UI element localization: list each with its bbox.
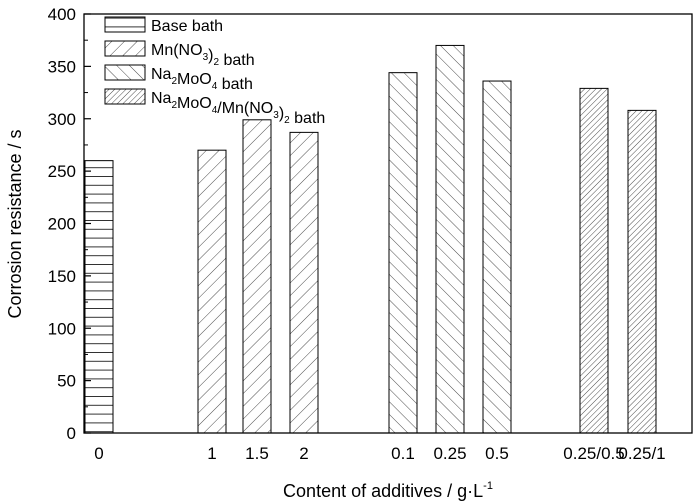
y-tick-label: 300 [48, 110, 76, 129]
legend-entry: Base bath [151, 18, 223, 35]
x-axis-label: Content of additives / g·L-1 [283, 480, 493, 501]
legend-swatch [104, 16, 146, 33]
bar-0.5 [482, 80, 512, 434]
x-tick-label: 0.25/1 [618, 444, 665, 463]
y-tick-label: 250 [48, 162, 76, 181]
x-tick-label: 0.25/0.5 [563, 444, 624, 463]
bar-0.25 [435, 44, 465, 434]
legend-entry: Na2MoO4 bath [151, 66, 253, 93]
x-tick-label: 2 [299, 444, 308, 463]
y-tick-label: 350 [48, 57, 76, 76]
bar-0 [84, 160, 114, 434]
x-tick-label: 1 [207, 444, 216, 463]
bar-1 [197, 149, 227, 434]
legend-swatch [104, 40, 146, 57]
legend-swatch [104, 64, 146, 81]
x-tick-label: 0 [94, 444, 103, 463]
legend-swatch [104, 88, 146, 105]
y-tick-label: 200 [48, 215, 76, 234]
x-tick-label: 0.5 [485, 444, 509, 463]
bar-0.1 [388, 72, 418, 434]
y-tick-label: 100 [48, 319, 76, 338]
y-tick-label: 50 [57, 372, 76, 391]
bar-2 [289, 131, 319, 434]
y-tick-label: 0 [67, 424, 76, 443]
y-tick-label: 150 [48, 267, 76, 286]
y-tick-label: 400 [48, 5, 76, 24]
x-tick-label: 0.1 [391, 444, 415, 463]
bar-1.5 [242, 119, 272, 434]
x-tick-label: 0.25 [433, 444, 466, 463]
y-axis-label: Corrosion resistance / s [5, 129, 25, 318]
bar-0.25/1 [627, 109, 657, 434]
x-tick-label: 1.5 [245, 444, 269, 463]
legend-entry: Mn(NO3)2 bath [151, 42, 255, 69]
legend-entry: Na2MoO4/Mn(NO3)2 bath [151, 90, 325, 127]
bar-0.25/0.5 [579, 87, 609, 434]
